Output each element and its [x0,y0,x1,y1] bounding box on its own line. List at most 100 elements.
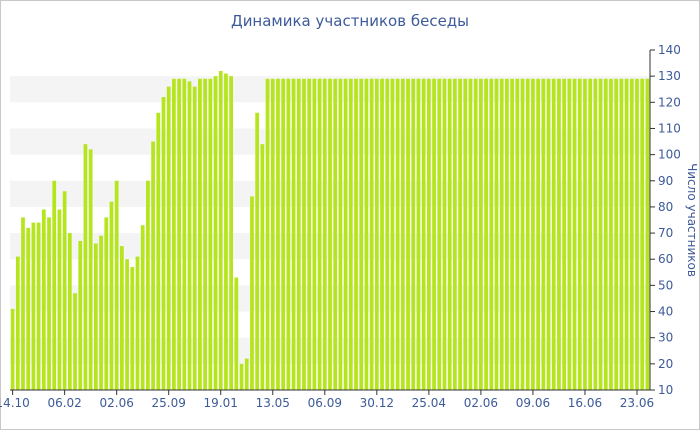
bar [406,78,410,391]
x-tick-label: 06.09 [308,396,342,410]
bar [208,78,213,391]
y-tick-label: 30 [658,331,673,345]
bar [260,144,265,390]
bar [187,81,192,390]
bar [41,209,46,390]
x-tick-label: 19.01 [204,396,238,410]
bar [645,78,650,391]
bar [447,78,452,391]
y-tick-label: 120 [658,95,681,109]
bar [114,180,119,390]
x-tick-label: 30.12 [360,396,394,410]
bar [635,78,639,391]
x-tick-label: 09.06 [516,396,550,410]
bar [343,78,348,391]
bar [36,222,41,390]
bar [468,78,473,391]
bar [609,78,613,391]
bar [369,78,374,391]
y-tick-label: 100 [658,148,681,162]
bar [458,78,462,391]
bar [557,78,561,391]
bar [328,78,332,391]
y-tick-label: 50 [658,278,673,292]
x-tick-label: 13.05 [256,396,290,410]
bar [73,293,77,390]
bar [348,78,353,391]
bar [359,78,364,391]
bar [52,180,57,390]
bar [593,78,598,391]
bar [140,225,145,390]
bar [484,78,488,391]
bar [354,78,358,391]
bar [421,78,426,391]
bar [218,70,223,390]
bar [62,191,67,390]
bar [255,112,260,391]
bar [546,78,551,391]
bar [47,217,51,390]
bar [31,222,36,390]
bar [119,246,124,390]
bar [640,78,645,391]
bar [15,256,20,390]
bar [21,217,25,390]
y-axis-title: Число участников [685,163,699,277]
bar [177,78,181,391]
bar [411,78,416,391]
y-tick-label: 110 [658,121,681,135]
bar [364,78,369,391]
bar [525,78,530,391]
bar [614,78,619,391]
x-tick-label: 14.10 [0,396,30,410]
bar [520,78,525,391]
bar [374,78,379,391]
bar [416,78,421,391]
bar [244,358,249,390]
x-tick-label: 23.06 [620,396,654,410]
bar [572,78,577,391]
y-tick-label: 10 [658,383,673,397]
bar [562,78,567,391]
bar [541,78,546,391]
bar [499,78,504,391]
bar [463,78,468,391]
x-tick-label: 06.02 [47,396,81,410]
bar [437,78,442,391]
bar [629,78,634,391]
bar [473,78,478,391]
bar [156,112,161,391]
bar [307,78,312,391]
y-tick-label: 140 [658,43,681,57]
bar [151,141,155,390]
bar [333,78,338,391]
bar [146,180,150,390]
bar [510,78,514,391]
bar [395,78,400,391]
x-tick-label: 25.04 [412,396,446,410]
bar [270,78,275,391]
bar [182,78,187,391]
bar [577,78,582,391]
bar [426,78,431,391]
bar [198,78,202,391]
bar [489,78,494,391]
bar [432,78,436,391]
y-tick-label: 80 [658,200,673,214]
bar [380,78,384,391]
bar [192,86,197,390]
bar [26,227,31,390]
bar [250,196,254,390]
bar [88,149,93,390]
y-tick-label: 40 [658,305,673,319]
bar [234,277,239,390]
bar [551,78,556,391]
y-tick-label: 90 [658,174,673,188]
bar [135,256,140,390]
bar [67,233,72,390]
bar [276,78,280,391]
bar [453,78,457,391]
bar [390,78,395,391]
